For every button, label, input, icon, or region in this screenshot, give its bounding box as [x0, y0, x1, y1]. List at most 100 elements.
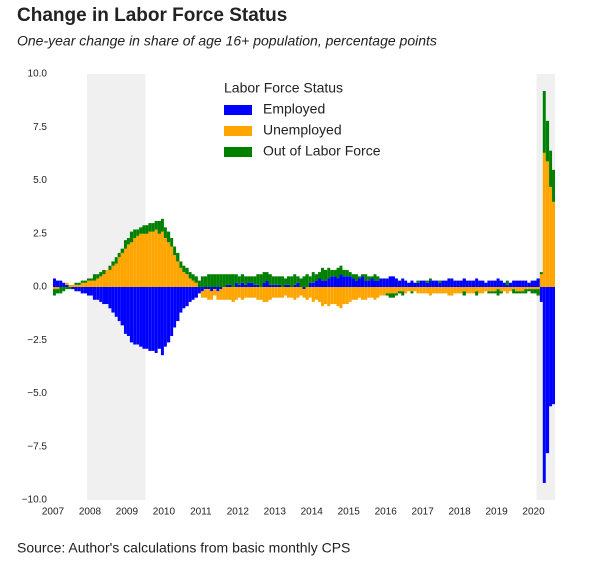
bar-segment	[65, 287, 69, 290]
bar-segment	[330, 287, 334, 305]
bar-segment	[225, 287, 229, 300]
bar-segment	[166, 231, 171, 243]
bar-segment	[102, 274, 106, 287]
bar-segment	[385, 278, 389, 287]
bar-segment	[136, 235, 140, 287]
bar-segment	[394, 293, 398, 296]
bar-segment	[410, 280, 414, 287]
bar-segment	[333, 287, 337, 305]
bar-segment	[145, 287, 149, 349]
bar-segment	[499, 287, 503, 292]
bar-segment	[240, 274, 245, 283]
bar-segment	[382, 278, 386, 287]
bar-segment	[545, 120, 550, 162]
bar-segment	[87, 287, 90, 296]
bar-segment	[136, 287, 140, 345]
bar-segment	[456, 280, 460, 287]
bar-segment	[478, 287, 482, 294]
bar-segment	[305, 274, 309, 287]
bar-segment	[222, 287, 226, 300]
bar-segment	[74, 284, 78, 287]
bar-segment	[549, 150, 553, 187]
x-tick-label: 2017	[412, 507, 435, 518]
bar-segment	[413, 282, 417, 287]
bar-segment	[459, 287, 463, 294]
bar-segment	[333, 269, 337, 277]
bar-segment	[530, 287, 534, 290]
bar-segment	[416, 287, 420, 294]
bar-segment	[425, 280, 429, 283]
bar-segment	[542, 91, 546, 153]
legend-swatch	[224, 105, 252, 115]
bar-segment	[441, 287, 445, 294]
x-tick-label: 2020	[522, 507, 545, 518]
bar-segment	[129, 287, 134, 343]
bar-segment	[55, 287, 60, 290]
bar-segment	[379, 278, 383, 287]
bar-segment	[237, 287, 241, 298]
bar-segment	[68, 287, 72, 290]
x-tick-label: 2009	[116, 507, 139, 518]
legend-swatch	[224, 147, 252, 157]
bar-segment	[207, 289, 211, 300]
bar-segment	[413, 287, 417, 292]
bar-segment	[68, 284, 72, 287]
bar-segment	[321, 267, 324, 281]
bar-segment	[65, 282, 69, 285]
bar-segment	[133, 229, 137, 239]
bar-segment	[151, 287, 155, 351]
bar-segment	[539, 272, 543, 275]
bar-segment	[120, 248, 124, 253]
bar-segment	[416, 280, 420, 283]
y-tick-label: 10.0	[28, 69, 48, 80]
bar-segment	[397, 291, 402, 294]
bar-segment	[207, 274, 211, 287]
x-tick-label: 2014	[301, 507, 324, 518]
bar-segment	[401, 291, 405, 296]
bar-segment	[388, 287, 392, 294]
bar-segment	[299, 287, 303, 296]
bar-segment	[345, 276, 349, 287]
bar-segment	[274, 287, 278, 298]
bar-segment	[549, 287, 553, 407]
bar-segment	[222, 274, 226, 287]
bar-segment	[552, 201, 555, 287]
bar-segment	[484, 287, 488, 292]
bar-segment	[434, 280, 439, 287]
bar-segment	[490, 291, 494, 294]
bar-segment	[163, 287, 167, 347]
bar-segment	[182, 287, 186, 309]
bar-segment	[108, 287, 112, 309]
bar-segment	[281, 287, 285, 298]
bar-segment	[397, 287, 402, 292]
bar-segment	[176, 287, 180, 322]
bar-segment	[188, 272, 192, 279]
bar-segment	[179, 261, 183, 268]
legend-label: Employed	[263, 101, 325, 117]
bar-segment	[111, 261, 115, 266]
bar-segment	[173, 255, 177, 287]
bar-segment	[299, 278, 303, 287]
bar-segment	[311, 287, 315, 302]
bar-segment	[318, 287, 322, 302]
bar-segment	[225, 284, 229, 287]
bar-segment	[314, 274, 319, 281]
bar-segment	[364, 274, 368, 281]
bar-segment	[475, 291, 479, 296]
bar-segment	[505, 284, 509, 287]
bar-segment	[367, 276, 371, 281]
bar-segment	[136, 229, 140, 236]
bar-segment	[419, 287, 423, 294]
y-tick-label: −5.0	[27, 388, 47, 399]
bar-segment	[133, 238, 137, 287]
bar-segment	[308, 287, 312, 298]
bar-segment	[484, 282, 488, 287]
source-note: Source: Author's calculations from basic…	[17, 540, 350, 556]
bar-segment	[355, 280, 358, 287]
bar-segment	[126, 287, 130, 336]
bar-segment	[123, 248, 127, 287]
bar-segment	[99, 272, 103, 277]
bar-segment	[468, 280, 472, 287]
bar-segment	[438, 282, 442, 287]
bar-segment	[176, 252, 180, 262]
